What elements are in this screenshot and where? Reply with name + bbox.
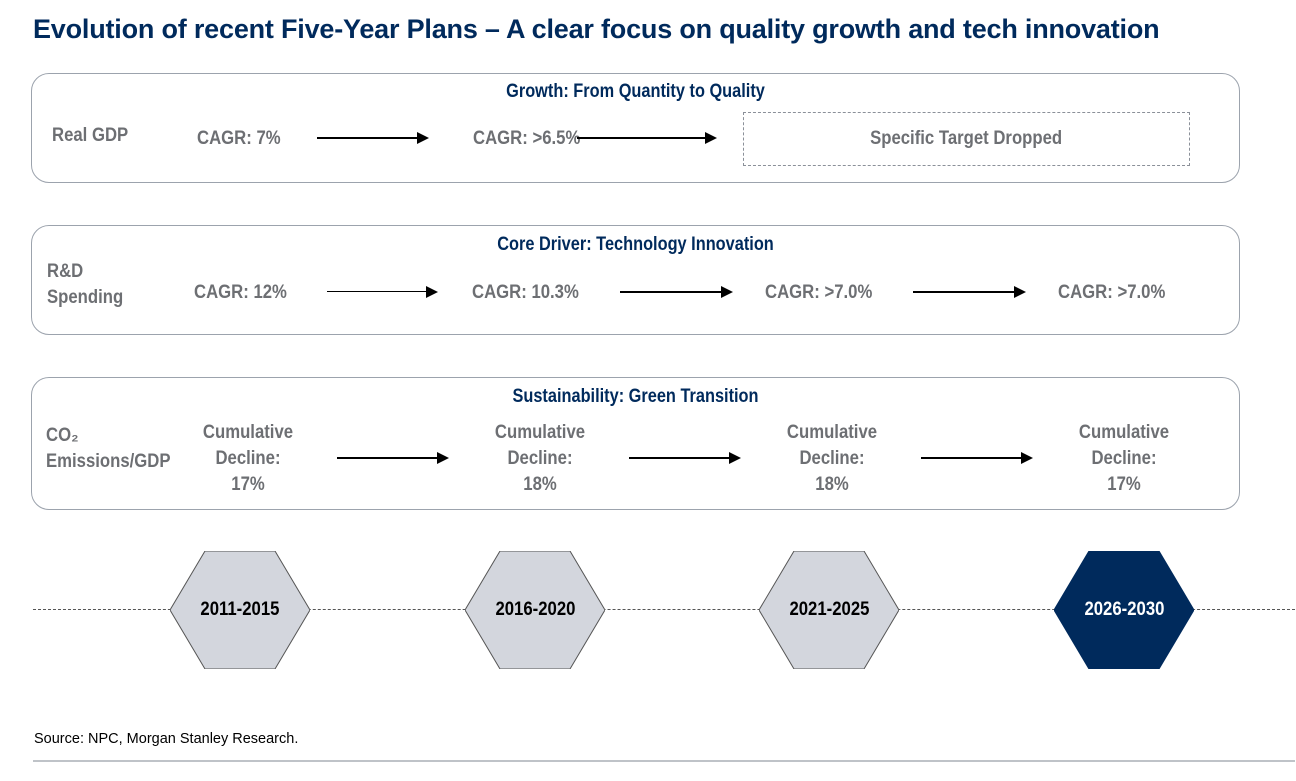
period-label-2026-2030: 2026-2030 [1084,599,1164,620]
co2-label: CO₂ Emissions/GDP [46,423,171,475]
co2-arrow-3 [921,452,1033,464]
rd-label-line1: R&D [47,261,84,282]
co2-value-2026-l3: 17% [1107,474,1141,495]
period-hexagon-2011-2015: 2011-2015 [170,551,310,669]
co2-label-line2: Emissions/GDP [46,451,171,472]
timeline-line [33,609,1295,610]
rd-arrow-2 [620,286,733,298]
rd-arrow-1 [327,284,438,301]
rd-panel: Core Driver: Technology Innovation [31,225,1240,335]
rd-value-2016: CAGR: 10.3% [472,282,579,303]
co2-value-2011-l3: 17% [231,474,265,495]
rd-label-line2: Spending [47,287,124,308]
period-hexagon-2016-2020: 2016-2020 [465,551,605,669]
co2-value-2016: Cumulative Decline: 18% [478,420,601,498]
gdp-arrow-2 [577,132,717,144]
gdp-arrow-1 [317,132,429,144]
rd-value-2026: CAGR: >7.0% [1058,282,1166,303]
gdp-value-2011: CAGR: 7% [197,128,281,149]
target-dropped-box: Specific Target Dropped [743,112,1190,166]
source-note: Source: NPC, Morgan Stanley Research. [34,731,299,747]
rd-arrow-3 [913,286,1026,298]
co2-value-2021-l2: Decline: [799,448,865,469]
co2-value-2016-l1: Cumulative [494,422,586,443]
co2-value-2026-l2: Decline: [1091,448,1157,469]
co2-value-2016-l3: 18% [523,474,557,495]
rd-value-2011: CAGR: 12% [194,282,287,303]
period-label-2021-2025: 2021-2025 [789,599,869,620]
co2-arrow-1 [337,452,449,464]
co2-arrow-2 [629,452,741,464]
period-hexagon-2021-2025: 2021-2025 [759,551,899,669]
rd-panel-title: Core Driver: Technology Innovation [497,234,774,255]
growth-panel: Growth: From Quantity to Quality [31,73,1240,183]
co2-label-line1: CO₂ [46,425,79,446]
co2-value-2016-l2: Decline: [507,448,573,469]
co2-panel: Sustainability: Green Transition [31,377,1240,510]
co2-value-2011-l2: Decline: [215,448,281,469]
real-gdp-label: Real GDP [52,125,129,146]
rd-label: R&D Spending [47,259,123,311]
co2-value-2011-l1: Cumulative [202,422,294,443]
co2-value-2021: Cumulative Decline: 18% [770,420,893,498]
page-title: Evolution of recent Five-Year Plans – A … [33,14,1160,44]
rd-value-2021: CAGR: >7.0% [765,282,873,303]
target-dropped-text: Specific Target Dropped [870,128,1063,149]
period-label-2016-2020: 2016-2020 [495,599,575,620]
co2-panel-title: Sustainability: Green Transition [512,386,759,407]
co2-value-2026: Cumulative Decline: 17% [1062,420,1185,498]
growth-panel-title: Growth: From Quantity to Quality [506,81,765,102]
period-label-2011-2015: 2011-2015 [200,599,280,620]
co2-value-2026-l1: Cumulative [1078,422,1170,443]
period-hexagon-2026-2030: 2026-2030 [1054,551,1194,669]
co2-value-2021-l3: 18% [815,474,849,495]
footer-divider [33,760,1295,762]
co2-value-2011: Cumulative Decline: 17% [186,420,309,498]
co2-value-2021-l1: Cumulative [786,422,878,443]
gdp-value-2016: CAGR: >6.5% [473,128,581,149]
